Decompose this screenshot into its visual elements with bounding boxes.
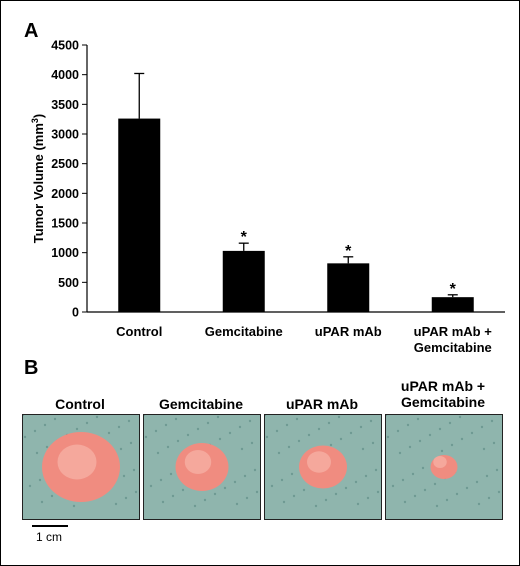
tumor-photo-2 bbox=[264, 414, 382, 520]
y-tick-label: 2000 bbox=[51, 187, 79, 201]
photo-title-2: uPAR mAb bbox=[285, 396, 359, 412]
x-category-label-1: Gemcitabine bbox=[205, 324, 283, 339]
y-tick-label: 1500 bbox=[51, 217, 79, 231]
bar-3 bbox=[431, 297, 474, 312]
tumor-specimen-3 bbox=[386, 415, 501, 508]
x-category-label-0: Control bbox=[116, 324, 162, 339]
scale-bar-label: 1 cm bbox=[36, 530, 63, 544]
tumor-specimen-1 bbox=[144, 415, 259, 508]
scale-bar bbox=[32, 525, 68, 527]
tumor-photo-1 bbox=[143, 414, 261, 520]
significance-marker-3: * bbox=[450, 281, 457, 298]
bar-2 bbox=[327, 263, 370, 312]
significance-marker-2: * bbox=[345, 243, 352, 260]
bar-0 bbox=[118, 118, 161, 312]
tumor-specimen-0 bbox=[23, 415, 138, 508]
tumor-photo-0 bbox=[22, 414, 140, 520]
photo-title-0: Control bbox=[55, 396, 105, 412]
photo-title-1: Gemcitabine bbox=[158, 396, 244, 412]
x-category-label-2: uPAR mAb bbox=[315, 324, 382, 339]
y-tick-label: 3500 bbox=[51, 98, 79, 112]
significance-marker-1: * bbox=[241, 229, 248, 246]
y-tick-label: 4500 bbox=[51, 39, 79, 53]
y-tick-label: 2500 bbox=[51, 157, 79, 171]
y-tick-label: 1000 bbox=[51, 246, 79, 260]
y-tick-label: 3000 bbox=[51, 128, 79, 142]
tumor-volume-bar-chart: 0 500 1000 1500 2000 2500 3000 3500 4000 4500 Tumo… bbox=[30, 39, 505, 355]
tumor-specimen-2 bbox=[265, 415, 380, 508]
y-tick-label: 0 bbox=[72, 306, 79, 320]
tumor-photo-3 bbox=[385, 414, 503, 520]
panel-label-a: A bbox=[24, 20, 39, 42]
photo-title-3: uPAR mAb + Gemcitabine bbox=[400, 378, 486, 410]
y-tick-label: 500 bbox=[58, 276, 79, 290]
bar-1 bbox=[222, 250, 265, 312]
y-tick-label: 4000 bbox=[51, 68, 79, 82]
x-category-label-3: uPAR mAb + Gemcitabine bbox=[414, 324, 493, 355]
y-axis-label: Tumor Volume (mm3) bbox=[30, 114, 46, 244]
panel-label-b: B bbox=[24, 357, 39, 379]
